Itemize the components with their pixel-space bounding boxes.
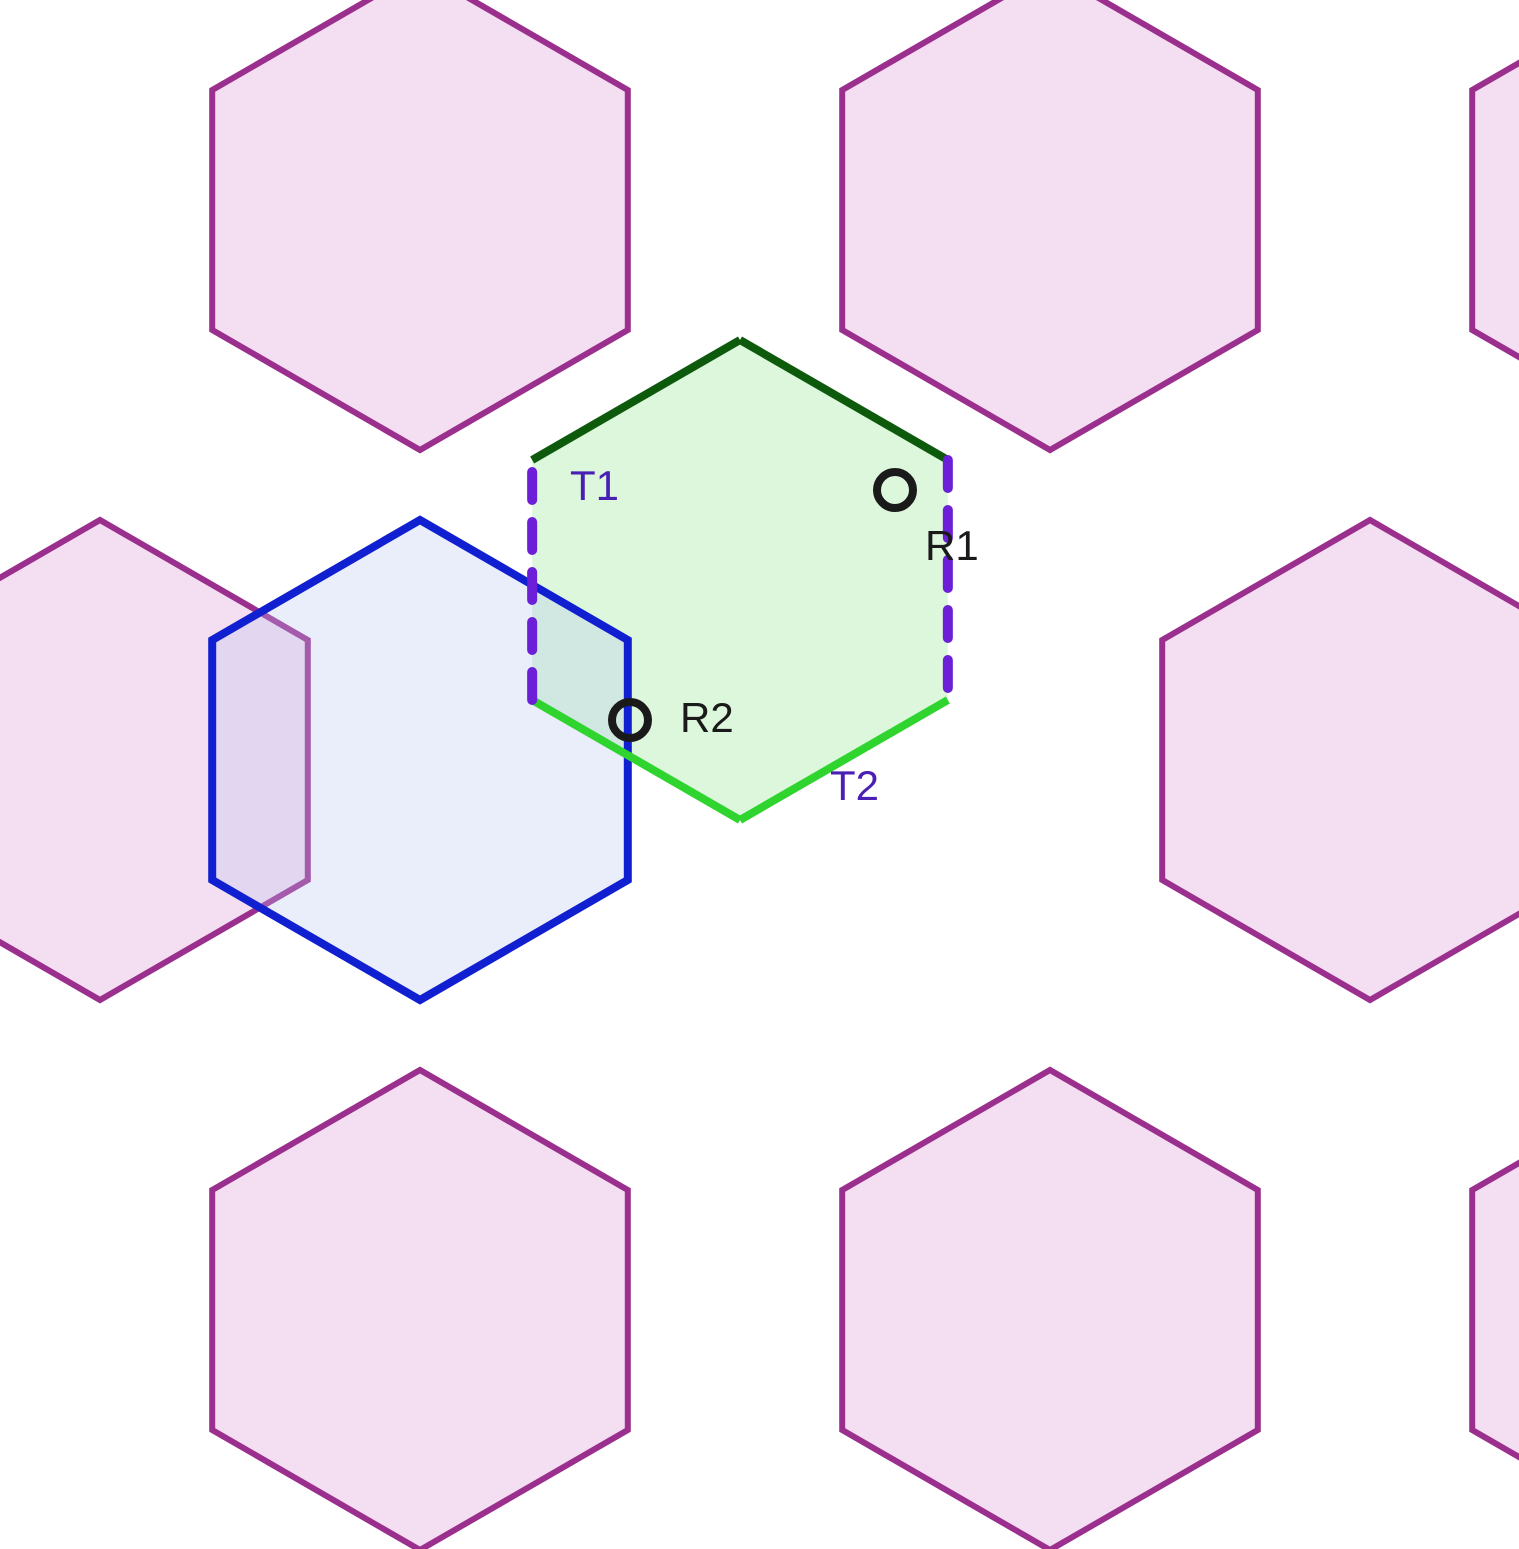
background-hex	[1162, 520, 1519, 1000]
marker-label-r2: R2	[680, 694, 734, 741]
edge-label-t2: T2	[830, 762, 879, 809]
marker-label-r1: R1	[925, 522, 979, 569]
background-hex	[212, 1070, 628, 1549]
edge-label-t1: T1	[570, 462, 619, 509]
background-hex	[842, 0, 1258, 450]
background-hex	[1472, 1070, 1519, 1549]
background-hex	[212, 0, 628, 450]
background-hex	[842, 1070, 1258, 1549]
background-hex	[1472, 0, 1519, 450]
